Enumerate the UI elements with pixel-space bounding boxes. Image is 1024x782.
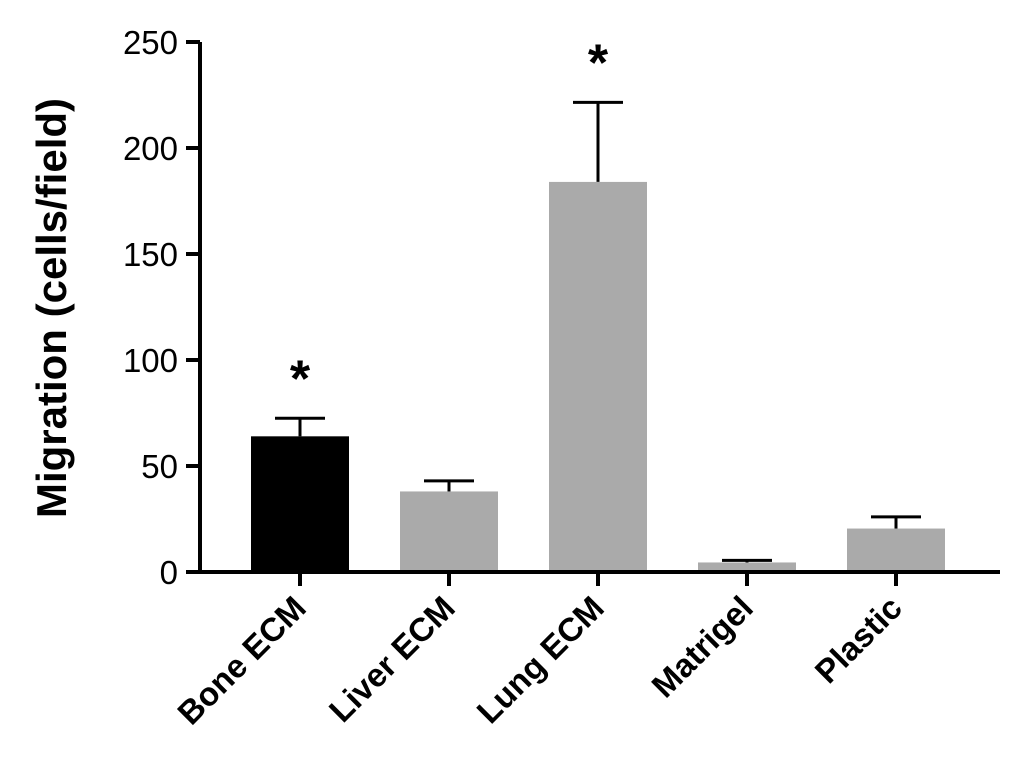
x-category-label: Plastic xyxy=(808,589,909,690)
x-category-label: Matrigel xyxy=(644,589,760,705)
y-tick-label: 250 xyxy=(123,24,178,61)
significance-marker: * xyxy=(588,34,609,92)
x-category-label: Bone ECM xyxy=(170,589,313,732)
bar xyxy=(698,562,796,572)
x-axis: Bone ECM Liver ECM Lung ECM Matrigel Plastic xyxy=(170,570,1000,732)
error-bars-group xyxy=(275,100,921,563)
y-tick-label: 200 xyxy=(123,130,178,167)
y-tick-label: 0 xyxy=(160,554,178,591)
x-category-label: Liver ECM xyxy=(322,589,462,729)
x-category-label: Lung ECM xyxy=(469,589,611,731)
y-axis: 0 50 100 150 200 250 xyxy=(123,24,202,591)
bar xyxy=(400,491,498,572)
y-tick-label: 50 xyxy=(141,448,178,485)
bar xyxy=(847,528,945,572)
bar xyxy=(251,436,349,572)
y-tick-label: 150 xyxy=(123,236,178,273)
y-tick-label: 100 xyxy=(123,342,178,379)
y-axis-title: Migration (cells/field) xyxy=(28,98,75,518)
bar xyxy=(549,181,647,573)
significance-marker: * xyxy=(290,350,311,408)
bars-group xyxy=(251,181,945,573)
significance-markers-group: ** xyxy=(290,34,609,408)
